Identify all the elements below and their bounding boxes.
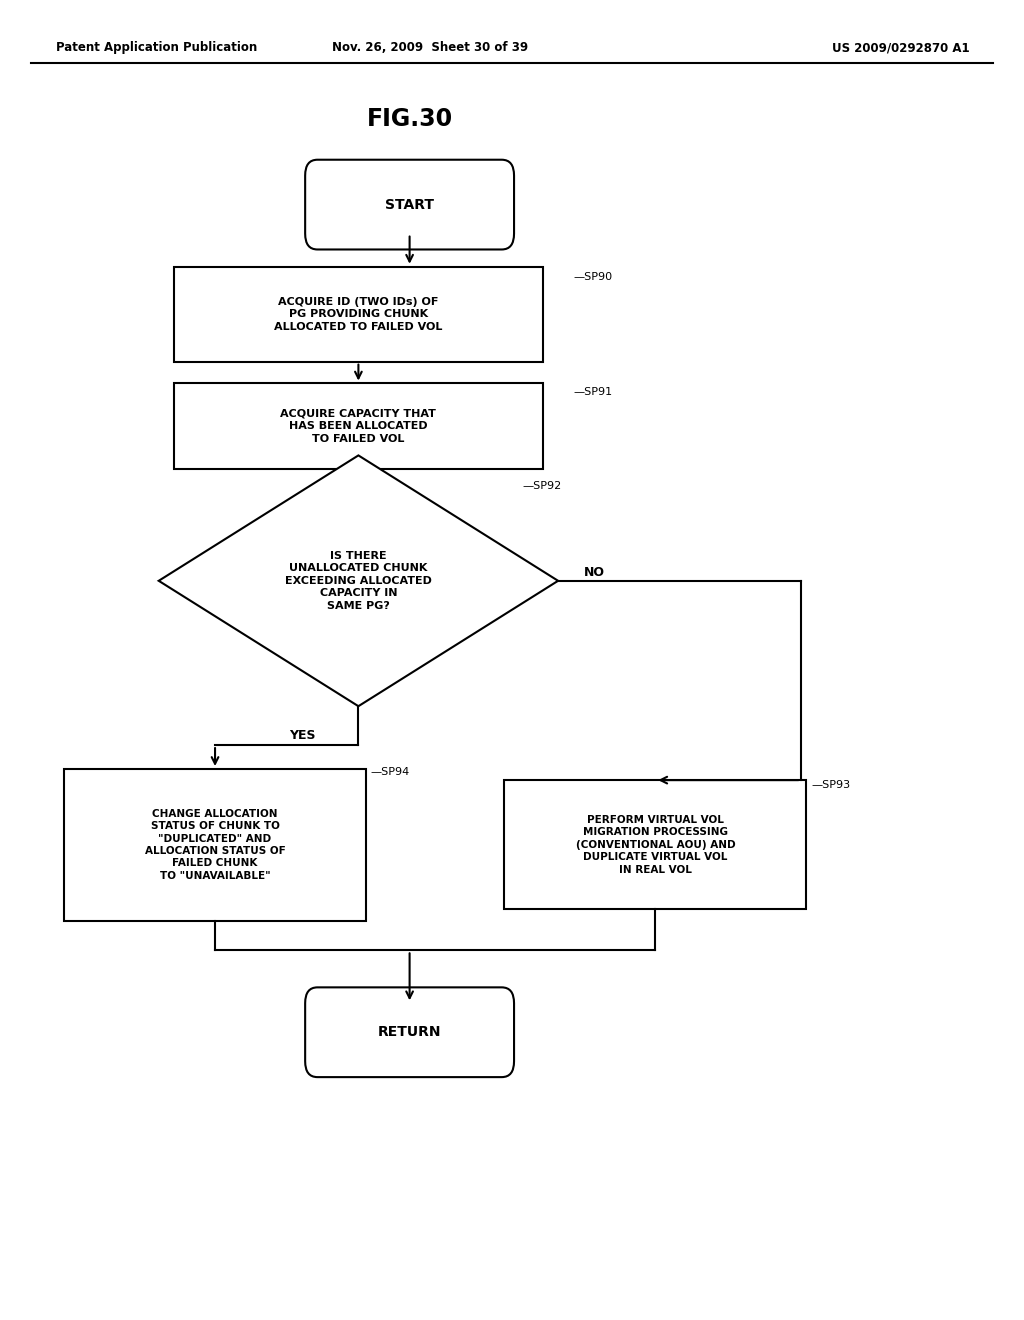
Bar xyxy=(505,780,807,909)
Text: Nov. 26, 2009  Sheet 30 of 39: Nov. 26, 2009 Sheet 30 of 39 xyxy=(332,41,528,54)
Text: ACQUIRE ID (TWO IDs) OF
PG PROVIDING CHUNK
ALLOCATED TO FAILED VOL: ACQUIRE ID (TWO IDs) OF PG PROVIDING CHU… xyxy=(274,297,442,331)
Text: —SP94: —SP94 xyxy=(371,767,410,777)
FancyBboxPatch shape xyxy=(305,160,514,249)
Bar xyxy=(63,768,367,921)
Text: IS THERE
UNALLOCATED CHUNK
EXCEEDING ALLOCATED
CAPACITY IN
SAME PG?: IS THERE UNALLOCATED CHUNK EXCEEDING ALL… xyxy=(285,550,432,611)
Text: YES: YES xyxy=(289,729,315,742)
Text: NO: NO xyxy=(584,566,605,579)
Text: —SP93: —SP93 xyxy=(811,780,850,791)
Bar xyxy=(174,383,543,469)
Text: PERFORM VIRTUAL VOL
MIGRATION PROCESSING
(CONVENTIONAL AOU) AND
DUPLICATE VIRTUA: PERFORM VIRTUAL VOL MIGRATION PROCESSING… xyxy=(575,814,735,875)
FancyBboxPatch shape xyxy=(305,987,514,1077)
Text: CHANGE ALLOCATION
STATUS OF CHUNK TO
"DUPLICATED" AND
ALLOCATION STATUS OF
FAILE: CHANGE ALLOCATION STATUS OF CHUNK TO "DU… xyxy=(144,809,286,880)
Text: ACQUIRE CAPACITY THAT
HAS BEEN ALLOCATED
TO FAILED VOL: ACQUIRE CAPACITY THAT HAS BEEN ALLOCATED… xyxy=(281,409,436,444)
Text: US 2009/0292870 A1: US 2009/0292870 A1 xyxy=(833,41,970,54)
Text: —SP91: —SP91 xyxy=(573,387,612,397)
Text: —SP92: —SP92 xyxy=(522,480,561,491)
Text: START: START xyxy=(385,198,434,211)
Text: RETURN: RETURN xyxy=(378,1026,441,1039)
Text: —SP90: —SP90 xyxy=(573,272,612,282)
Polygon shape xyxy=(159,455,558,706)
Bar xyxy=(174,267,543,362)
Text: Patent Application Publication: Patent Application Publication xyxy=(56,41,258,54)
Text: FIG.30: FIG.30 xyxy=(367,107,453,131)
